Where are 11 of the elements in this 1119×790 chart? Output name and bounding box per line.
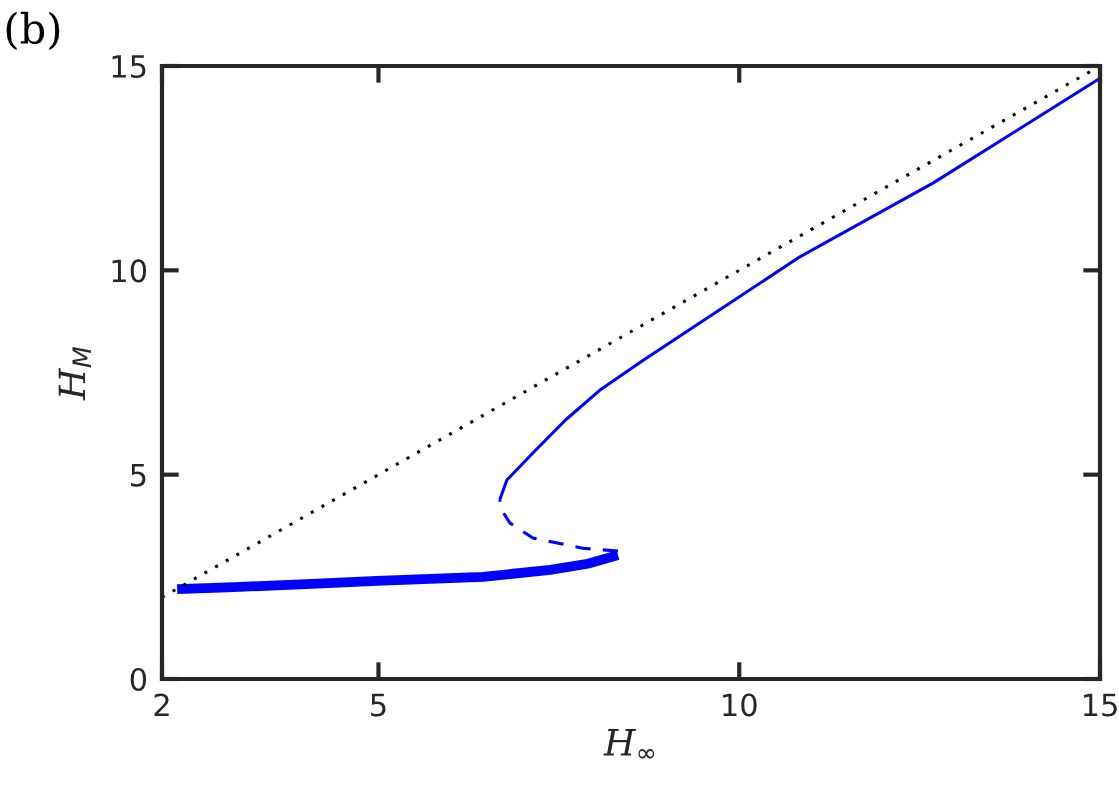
x-tick-label: 5 — [371, 693, 386, 717]
x-tick-label: 15 — [1083, 693, 1117, 717]
y-axis-title: H$_{M}$ — [58, 346, 91, 401]
y-tick-label: 5 — [131, 464, 146, 487]
x-tick-label: 10 — [723, 693, 757, 717]
x-axis-title: H$_{∞}$ — [603, 729, 655, 759]
text: (b) — [6, 11, 60, 50]
y-tick-label: 0 — [130, 667, 147, 692]
y-tick-label: 15 — [112, 55, 146, 79]
y-tick-label: 10 — [112, 259, 147, 283]
x-tick-label: 2 — [154, 693, 169, 717]
